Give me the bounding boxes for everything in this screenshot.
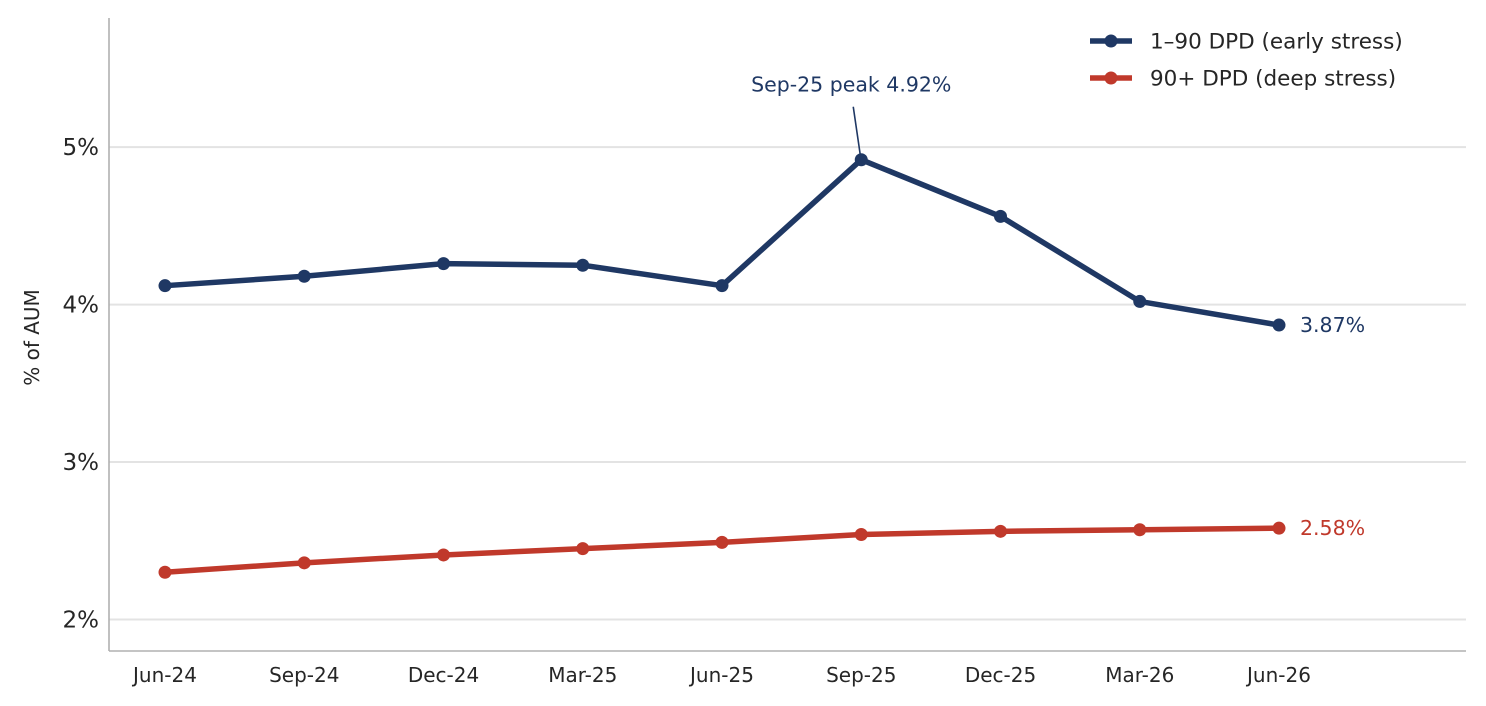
gridlines (109, 146, 1466, 621)
data-point (854, 153, 868, 167)
y-tick-label: 4% (63, 293, 100, 319)
end-value-label: 2.58% (1300, 516, 1365, 540)
data-point (158, 565, 172, 579)
data-point (297, 269, 311, 283)
x-tick-label: Sep-24 (269, 663, 339, 687)
data-point (437, 257, 450, 271)
data-point (1272, 521, 1286, 535)
y-axis-title: % of AUM (20, 289, 44, 386)
data-point (715, 279, 729, 293)
legend-marker (1104, 71, 1118, 85)
x-tick-label: Dec-25 (965, 663, 1036, 687)
legend-label: 1–90 DPD (early stress) (1150, 30, 1403, 55)
x-tick-label: Mar-26 (1105, 663, 1174, 687)
data-point (994, 209, 1007, 223)
legend-marker (1104, 34, 1118, 48)
y-tick-label: 3% (63, 450, 100, 476)
x-tick-label: Jun-25 (688, 663, 754, 687)
data-point (576, 542, 590, 556)
series-line (162, 156, 1282, 328)
legend-label: 90+ DPD (deep stress) (1150, 67, 1396, 92)
x-tick-label: Jun-26 (1245, 663, 1311, 687)
annotation-arrow (852, 106, 862, 155)
x-tick-label: Mar-25 (548, 663, 617, 687)
data-point (1133, 523, 1147, 537)
data-point (994, 524, 1007, 538)
x-tick-label: Dec-24 (408, 663, 479, 687)
data-point (437, 548, 450, 562)
series-layer (158, 153, 1286, 579)
data-point (1272, 318, 1286, 332)
legend: 1–90 DPD (early stress) 90+ DPD (deep str… (1090, 30, 1403, 92)
data-point (854, 527, 868, 541)
x-tick-label: Jun-24 (131, 663, 197, 687)
labels-layer: 3.87% 2.58% Sep-25 peak 4.92% (751, 73, 1365, 540)
data-point (715, 535, 729, 549)
x-tick-label: Sep-25 (826, 663, 896, 687)
y-tick-label: 2% (63, 608, 100, 634)
y-tick-label: 5% (63, 135, 100, 161)
series-line (162, 525, 1282, 576)
data-point (576, 258, 590, 272)
data-point (1133, 294, 1147, 308)
axes: 2% 3% 4% 5% Jun-24 Sep-24 Dec-24 Mar-25 Jun-25 Se… (20, 18, 1466, 687)
data-point (158, 279, 172, 293)
annotation-label: Sep-25 peak 4.92% (751, 73, 951, 97)
end-value-label: 3.87% (1300, 313, 1365, 337)
data-point (297, 556, 311, 570)
